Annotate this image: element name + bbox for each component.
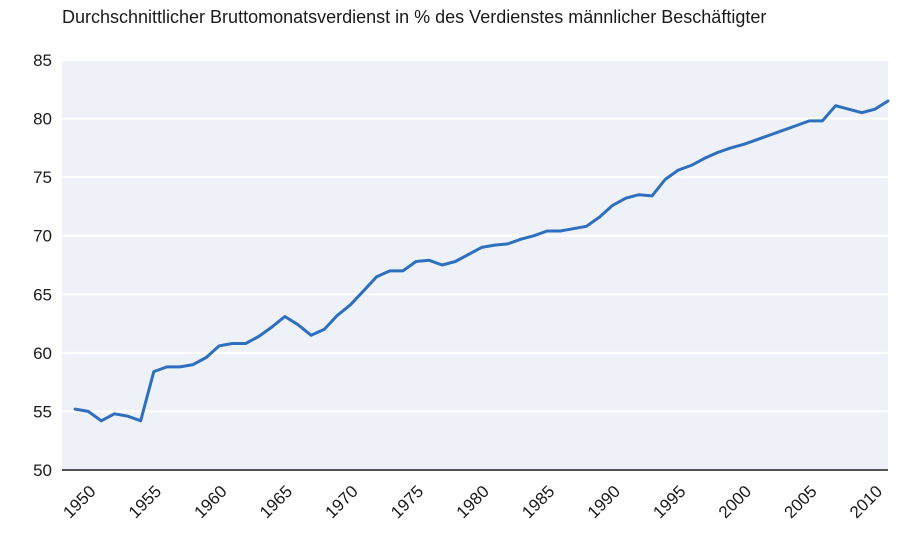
x-tick: 1950 [59,482,99,522]
x-tick-label: 1955 [125,482,165,522]
x-tick: 1980 [453,482,493,522]
x-tick-label: 1995 [649,482,689,522]
y-tick-label: 75 [33,168,52,187]
plot-background [62,60,888,470]
line-chart: Durchschnittlicher Bruttomonatsverdienst… [0,0,898,535]
x-tick-label: 2005 [780,482,820,522]
chart-svg: 50 55 60 65 70 75 80 85 1950 1955 1960 1965 1970 1975… [0,0,898,535]
x-tick: 1970 [322,482,362,522]
x-tick-label: 2000 [715,482,755,522]
y-tick-label: 80 [33,110,52,129]
y-tick-label: 65 [33,285,52,304]
x-tick-label: 1965 [256,482,296,522]
x-tick: 1995 [649,482,689,522]
x-tick: 1990 [584,482,624,522]
x-tick-label: 1980 [453,482,493,522]
y-tick-label: 85 [33,51,52,70]
x-tick-label: 1970 [322,482,362,522]
y-tick-label: 70 [33,227,52,246]
x-tick-label: 1990 [584,482,624,522]
x-tick: 1985 [518,482,558,522]
x-tick: 2005 [780,482,820,522]
x-tick-label: 1985 [518,482,558,522]
x-tick: 1975 [387,482,427,522]
x-tick-label: 1950 [59,482,99,522]
chart-title: Durchschnittlicher Bruttomonatsverdienst… [62,6,862,29]
x-tick: 1955 [125,482,165,522]
x-tick-label: 2010 [846,482,886,522]
y-tick-label: 50 [33,461,52,480]
x-tick-label: 1960 [190,482,230,522]
x-tick: 2000 [715,482,755,522]
x-tick: 1965 [256,482,296,522]
x-tick-label: 1975 [387,482,427,522]
y-tick-label: 55 [33,402,52,421]
y-tick-label: 60 [33,344,52,363]
x-tick: 1960 [190,482,230,522]
x-tick: 2010 [846,482,886,522]
